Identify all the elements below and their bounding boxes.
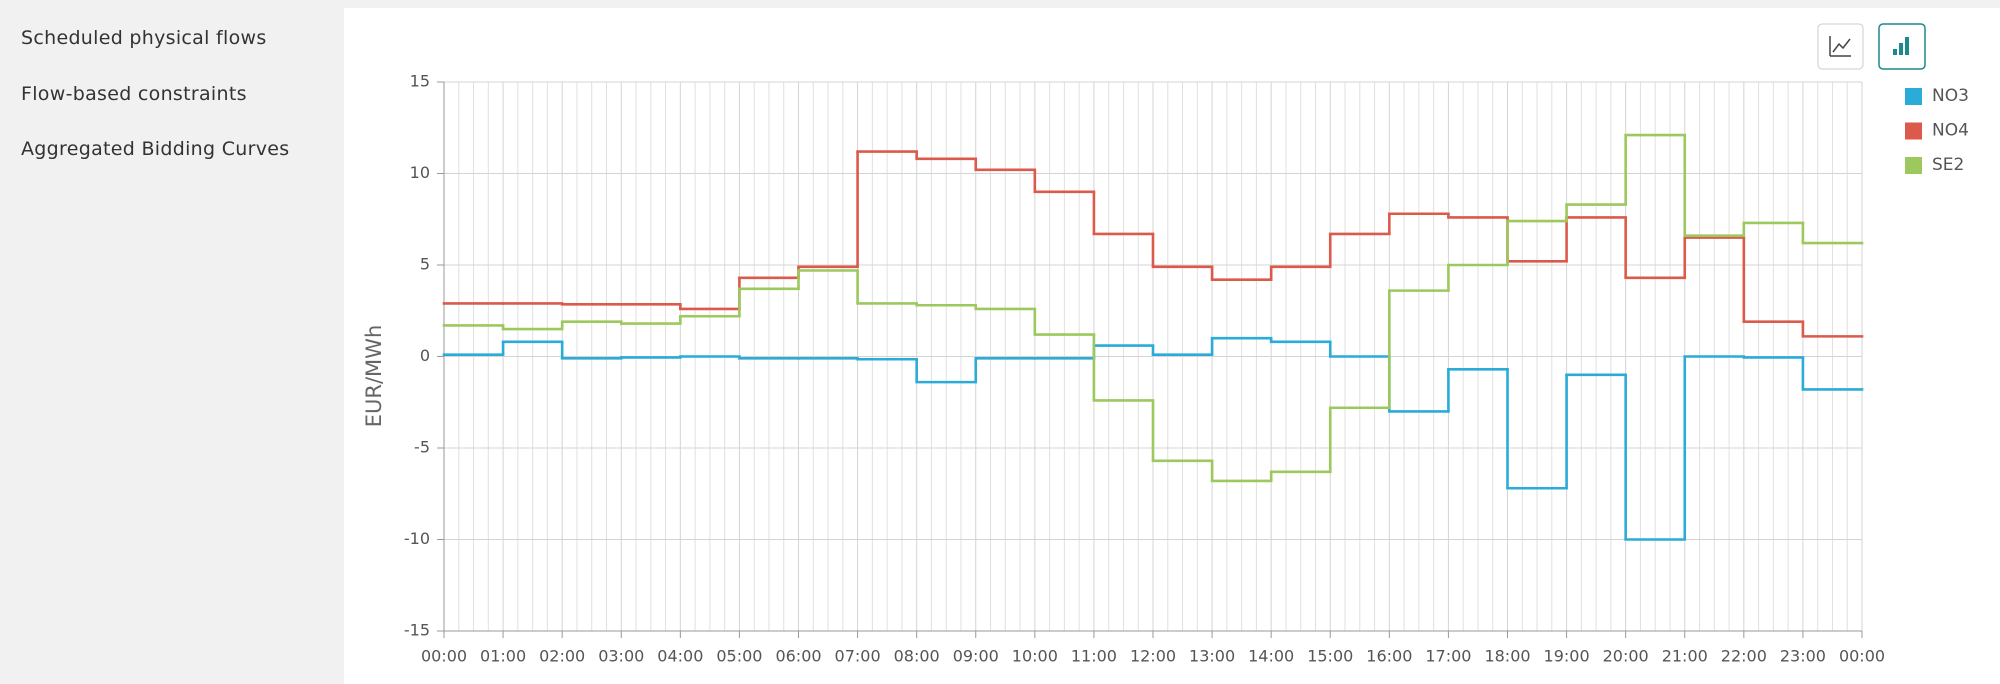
x-tick-label: 19:00 (1544, 647, 1590, 666)
x-tick-label: 23:00 (1780, 647, 1826, 666)
y-tick-label: -15 (404, 621, 430, 640)
x-tick-label: 15:00 (1307, 647, 1353, 666)
y-axis-label: EUR/MWh (362, 325, 386, 428)
x-tick-label: 16:00 (1366, 647, 1412, 666)
x-tick-label: 08:00 (894, 647, 940, 666)
top-band (344, 0, 2000, 8)
y-tick-label: -5 (414, 438, 430, 457)
legend-label: NO3 (1932, 86, 1969, 106)
x-tick-label: 00:00 (1839, 647, 1885, 666)
x-tick-label: 12:00 (1130, 647, 1176, 666)
step-riser (501, 135, 1805, 481)
x-tick-label: 02:00 (539, 647, 585, 666)
x-tick-label: 04:00 (657, 647, 703, 666)
y-tick-label: 10 (410, 163, 430, 182)
legend-swatch (1905, 157, 1922, 174)
x-tick-label: 22:00 (1721, 647, 1767, 666)
legend-swatch (1905, 122, 1922, 140)
legend-label: NO4 (1932, 121, 1969, 141)
legend-swatch (1905, 88, 1922, 105)
x-tick-label: 10:00 (1012, 647, 1058, 666)
x-tick-label: 09:00 (953, 647, 999, 666)
x-tick-label: 03:00 (598, 647, 644, 666)
y-tick-label: 15 (410, 72, 430, 91)
x-tick-label: 06:00 (775, 647, 821, 666)
bar-view-button[interactable] (1878, 23, 1926, 70)
menu-item[interactable]: Scheduled physical flows (21, 27, 267, 49)
x-tick-label: 14:00 (1248, 647, 1294, 666)
sidebar: Scheduled physical flows Flow-based cons… (0, 0, 344, 684)
x-tick-label: 13:00 (1189, 647, 1235, 666)
y-tick-label: 0 (420, 346, 430, 365)
legend-label: SE2 (1932, 155, 1964, 175)
x-tick-label: 17:00 (1425, 647, 1471, 666)
y-tick-label: 5 (420, 255, 430, 274)
x-tick-label: 00:00 (421, 647, 467, 666)
menu-item[interactable]: Aggregated Bidding Curves (21, 138, 290, 160)
x-tick-label: 21:00 (1662, 647, 1708, 666)
y-tick-label: -10 (404, 529, 430, 548)
line-view-button[interactable] (1817, 23, 1864, 70)
x-tick-label: 18:00 (1484, 647, 1530, 666)
x-tick-label: 05:00 (716, 647, 762, 666)
menu-item[interactable]: Flow-based constraints (21, 83, 247, 105)
x-tick-label: 20:00 (1603, 647, 1649, 666)
x-tick-label: 01:00 (480, 647, 526, 666)
x-tick-label: 07:00 (835, 647, 881, 666)
x-tick-label: 11:00 (1071, 647, 1117, 666)
